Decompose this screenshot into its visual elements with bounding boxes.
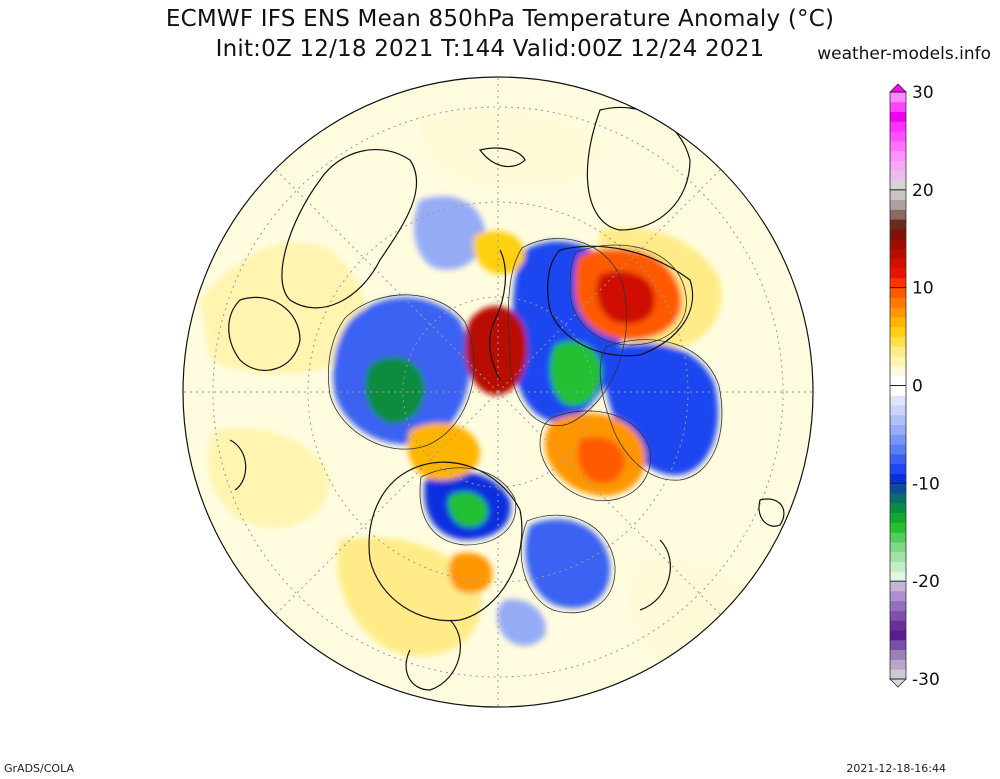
colorbar-top-arrow [889,83,907,93]
colorbar-swatch [890,473,906,484]
map-border [182,76,814,708]
colorbar-swatch [890,659,906,670]
cold-anomaly-area [414,196,485,270]
colorbar-swatch [890,561,906,572]
colorbar-ticks: 30 20 10 0 -10 -20 -30 [890,83,940,690]
warm-anomaly-core [577,436,625,484]
colorbar-swatch [890,502,906,514]
colorbar-swatch [890,258,906,269]
colorbar-swatch [890,189,906,201]
colorbar-swatch [890,199,906,210]
colorbar-swatch [890,551,906,562]
colorbar-swatch [890,600,906,611]
colorbar-swatch [890,365,906,377]
colorbar-swatch [890,453,906,465]
colorbar-swatch [890,287,906,298]
colorbar-swatch [890,277,906,289]
colorbar-tick-label: -30 [912,670,940,690]
warm-anomaly-area [208,427,330,528]
colorbar-swatch [890,610,906,621]
warm-anomaly-area [407,422,481,481]
colorbar-swatch [890,160,906,171]
colorbar-swatch [890,590,906,602]
cold-anomaly-area [549,341,602,406]
colorbar-swatch [890,532,906,543]
colorbar-swatch [890,405,906,416]
map-title-line2: Init:0Z 12/18 2021 T:144 Valid:00Z 12/24… [215,36,765,62]
colorbar-tick-label: 10 [912,279,934,299]
colorbar-swatch [890,444,906,455]
colorbar-swatch [890,493,906,504]
colorbar-swatch [890,649,906,660]
map-title-line1: ECMWF IFS ENS Mean 850hPa Temperature An… [165,6,835,32]
cold-anomaly-area [365,356,425,424]
colorbar-swatch [890,317,906,328]
colorbar-tick-label: 20 [912,181,934,201]
colorbar-tick-label: 30 [912,83,934,103]
colorbar-swatch [890,463,906,474]
colorbar-swatch [890,248,906,259]
graticule [183,77,813,707]
colorbar-swatch [890,228,906,240]
render-timestamp: 2021-12-18-16:44 [846,762,946,775]
cold-anomaly-area [448,491,488,528]
colorbar-swatch [890,414,906,426]
colorbar-swatch [890,307,906,318]
colorbar-swatch [890,424,906,435]
colorbar-swatches [890,92,906,680]
cold-anomaly-area [525,519,611,609]
colorbar-swatch [890,170,906,181]
colorbar-swatch [890,92,906,103]
colorbar-swatch [890,238,906,249]
contour-lines [327,238,723,614]
colorbar-swatch [890,101,906,112]
warm-anomaly-area [473,231,525,275]
colorbar-bottom-arrow [889,678,907,688]
colorbar-swatch [890,346,906,357]
warm-anomaly-core [465,306,528,396]
colorbar-swatch [890,336,906,347]
colorbar-swatch [890,571,906,582]
warm-anomaly-area [200,242,369,374]
colorbar-swatch [890,150,906,161]
colorbar-swatch [890,522,906,533]
colorbar-swatch [890,111,906,122]
colorbar-swatch [890,669,906,680]
colorbar-tick-label: 0 [912,377,923,397]
colorbar-swatch [890,630,906,641]
colorbar-tick-label: -20 [912,572,940,592]
colorbar-swatch [890,542,906,553]
colorbar-swatch [890,620,906,631]
colorbar-swatch [890,639,906,651]
colorbar-swatch [890,356,906,367]
colorbar-swatch [890,483,906,494]
colorbar-swatch [890,297,906,308]
colorbar-swatch [890,131,906,142]
colorbar-swatch [890,395,906,406]
colorbar-swatch [890,375,906,386]
colorbar-swatch [890,268,906,279]
colorbar-swatch [890,140,906,152]
colorbar-swatch [890,581,906,592]
warm-anomaly-area [448,552,493,594]
colorbar-tick-label: -10 [912,474,940,494]
colorbar-swatch [890,219,906,230]
site-label[interactable]: weather-models.info [817,44,991,64]
colorbar-swatch [890,434,906,445]
colorbar-swatch [890,385,906,396]
colorbar-swatch [890,326,906,337]
software-credit: GrADS/COLA [4,762,74,775]
cold-anomaly-area [497,599,546,646]
colorbar-swatch [890,209,906,220]
warm-anomaly-area [337,537,482,657]
colorbar-swatch [890,121,906,132]
colorbar-swatch [890,512,906,523]
colorbar-swatch [890,180,906,191]
